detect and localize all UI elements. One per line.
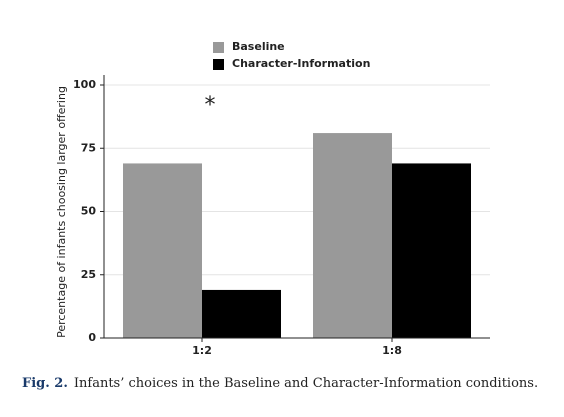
y-tick-label: 75 (81, 141, 96, 154)
y-tick-label: 100 (73, 78, 96, 91)
annotation: * (205, 93, 216, 118)
caption-label: Fig. 2. (22, 376, 68, 391)
legend-swatch (213, 59, 224, 70)
bar (392, 163, 471, 338)
legend-label: Baseline (232, 40, 285, 53)
y-axis-label: Percentage of infants choosing larger of… (55, 86, 68, 338)
y-tick-label: 50 (81, 205, 97, 218)
legend-label: Character-Information (232, 57, 370, 70)
x-tick-label: 1:8 (382, 344, 402, 357)
legend-swatch (213, 42, 224, 53)
caption-text: Infants’ choices in the Baseline and Cha… (74, 376, 538, 391)
caption: Fig. 2. Infants’ choices in the Baseline … (22, 376, 538, 391)
bar (313, 133, 392, 338)
bar (202, 289, 281, 338)
y-tick-label: 25 (81, 268, 96, 281)
x-tick-label: 1:2 (192, 344, 212, 357)
y-tick-label: 0 (88, 331, 96, 344)
bar (123, 163, 202, 338)
